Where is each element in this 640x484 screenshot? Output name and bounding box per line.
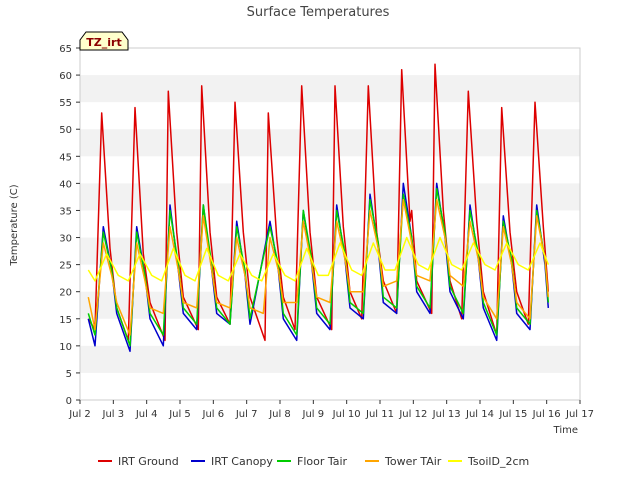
series-line-floor-tair [87, 188, 550, 347]
legend-entry: TsoilD_2cm [448, 455, 529, 468]
legend-label: Floor Tair [297, 455, 348, 468]
x-tick-label: Jul 5 [168, 409, 191, 420]
legend-entry: IRT Ground [98, 455, 179, 468]
tz-badge-label: TZ_irt [86, 36, 121, 49]
grid-band [80, 129, 580, 157]
x-axis-ticks: Jul 2 Jul 3 Jul 4 Jul 5 Jul 6 Jul 7 Jul 8 Jul 9… [68, 400, 594, 420]
tz-badge: TZ_irt [79, 31, 129, 51]
legend-label: IRT Canopy [211, 455, 273, 468]
grid-band [80, 183, 580, 211]
y-tick-label: 0 [66, 396, 72, 407]
legend-label: TsoilD_2cm [467, 455, 529, 468]
y-axis-ticks: 0 5 10 15 20 25 30 35 40 45 50 55 60 65 [59, 44, 80, 407]
y-tick-label: 60 [59, 71, 72, 82]
x-tick-label: Jul 4 [135, 409, 158, 420]
y-tick-label: 35 [59, 206, 72, 217]
x-tick-label: Jul 14 [465, 409, 494, 420]
x-tick-label: Jul 15 [498, 409, 527, 420]
x-tick-label: Jul 2 [68, 409, 91, 420]
x-axis-label: Time [553, 425, 578, 436]
series-lines [87, 63, 550, 353]
grid-bands [80, 75, 580, 373]
plot-area [79, 47, 581, 401]
legend-entry: IRT Canopy [191, 455, 273, 468]
x-tick-label: Jul 10 [332, 409, 361, 420]
y-axis-label: Temperature (C) [9, 184, 20, 266]
legend-entry: Floor Tair [277, 455, 348, 468]
x-tick-label: Jul 9 [302, 409, 325, 420]
legend-label: Tower TAir [384, 455, 442, 468]
x-tick-label: Jul 11 [365, 409, 394, 420]
grid-band [80, 237, 580, 265]
x-tick-label: Jul 8 [268, 409, 291, 420]
y-tick-label: 55 [59, 98, 72, 109]
grid-band [80, 75, 580, 103]
y-tick-label: 65 [59, 44, 72, 55]
chart-title: Surface Temperatures [247, 5, 390, 20]
x-tick-label: Jul 3 [102, 409, 125, 420]
y-tick-label: 25 [59, 261, 72, 272]
x-tick-label: Jul 6 [202, 409, 225, 420]
y-tick-label: 30 [59, 234, 72, 245]
legend-label: IRT Ground [118, 455, 179, 468]
x-tick-label: Jul 13 [432, 409, 461, 420]
y-tick-label: 5 [66, 369, 72, 380]
y-tick-label: 50 [59, 125, 72, 136]
legend-entry: Tower TAir [365, 455, 442, 468]
y-tick-label: 45 [59, 152, 72, 163]
grid-band [80, 345, 580, 373]
y-tick-label: 20 [59, 288, 72, 299]
y-tick-label: 10 [59, 342, 72, 353]
series-line-irt-ground [87, 63, 550, 342]
x-tick-label: Jul 12 [398, 409, 427, 420]
legend: IRT Ground IRT Canopy Floor Tair Tower TAir… [98, 455, 529, 468]
x-tick-label: Jul 17 [565, 409, 594, 420]
x-tick-label: Jul 16 [532, 409, 561, 420]
y-tick-label: 15 [59, 315, 72, 326]
series-line-tsoild-2cm [87, 236, 550, 282]
x-tick-label: Jul 7 [235, 409, 258, 420]
y-tick-label: 40 [59, 179, 72, 190]
